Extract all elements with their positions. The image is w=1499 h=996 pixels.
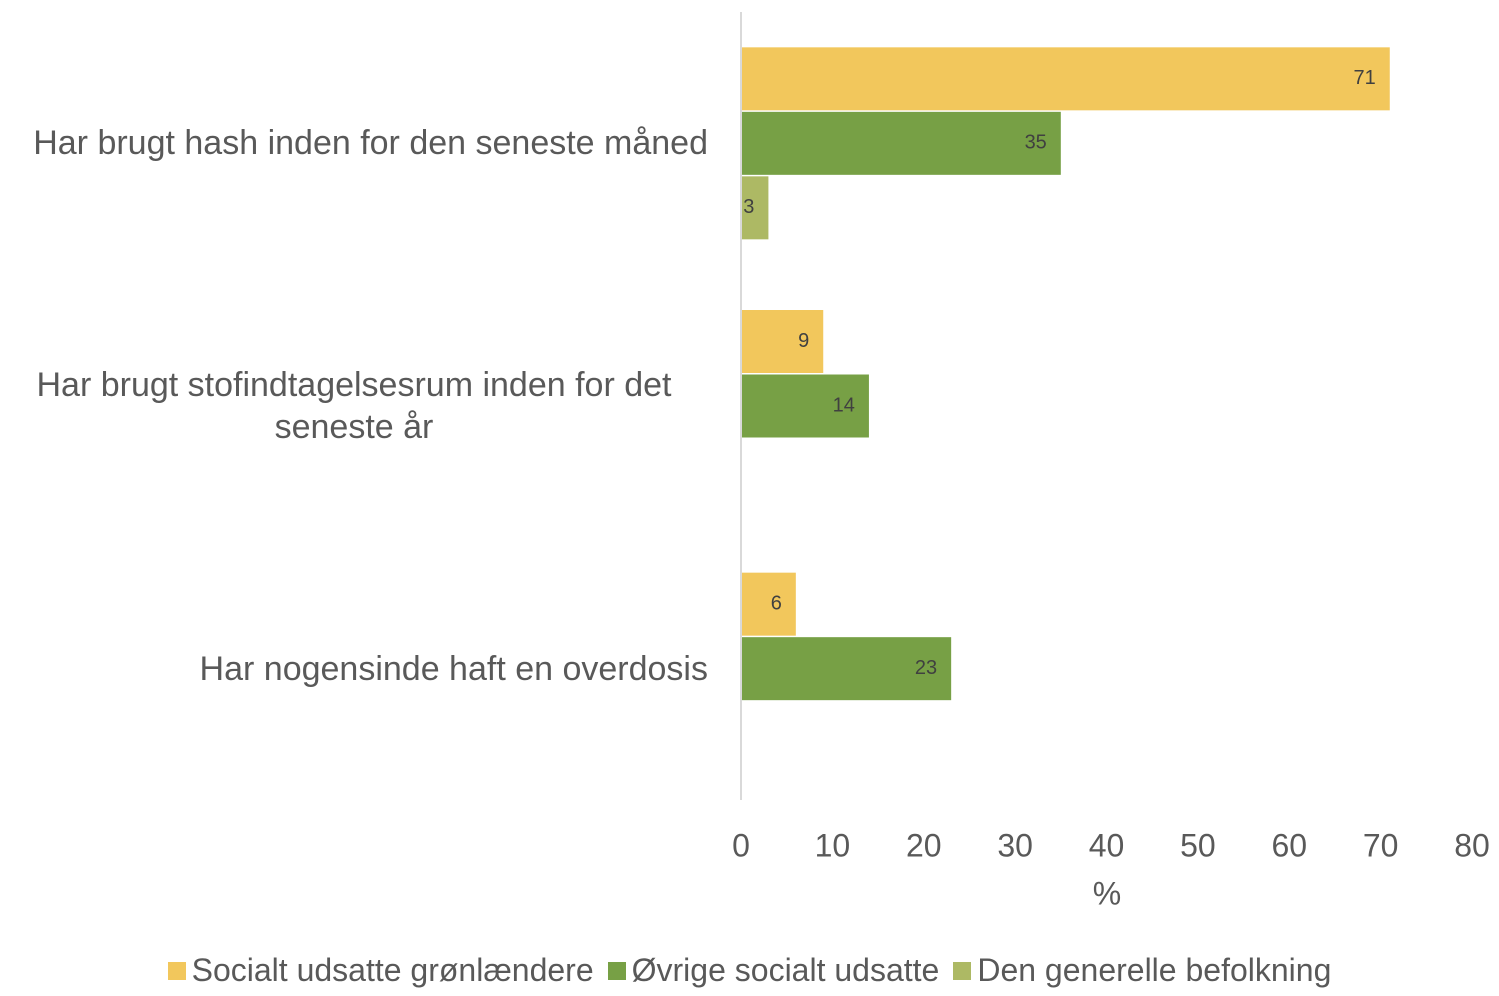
legend-swatch (607, 961, 626, 980)
data-label: 23 (915, 657, 937, 679)
x-tick-label: 10 (815, 827, 851, 863)
bar (741, 310, 824, 373)
data-label: 3 (743, 196, 754, 218)
bar (741, 176, 769, 240)
legend-item: Den generelle befolkning (953, 952, 1331, 989)
category-label: Har nogensinde haft en overdosis (0, 648, 708, 690)
category-label-text: Har brugt stofindtagelsesrum inden for d… (36, 366, 672, 446)
x-tick-label: 60 (1271, 827, 1307, 863)
data-label: 6 (771, 592, 782, 614)
x-tick-label: 30 (997, 827, 1033, 863)
x-tick-label: 40 (1089, 827, 1125, 863)
x-tick-label: 20 (906, 827, 942, 863)
category-label: Har brugt stofindtagelsesrum inden for d… (0, 364, 708, 448)
bar (741, 111, 1061, 175)
bar (741, 572, 796, 636)
bar (741, 637, 952, 701)
legend-item: Øvrige socialt udsatte (607, 952, 940, 989)
legend-item: Socialt udsatte grønlændere (167, 952, 594, 989)
bar (741, 47, 1390, 111)
x-tick-label: 80 (1454, 827, 1490, 863)
x-axis-label: % (1093, 875, 1121, 911)
data-label: 71 (1354, 67, 1376, 89)
data-label: 14 (833, 394, 855, 416)
data-label: 35 (1025, 132, 1047, 154)
legend-label: Øvrige socialt udsatte (631, 952, 940, 988)
legend-label: Socialt udsatte grønlændere (191, 952, 594, 988)
bar (741, 374, 869, 438)
category-label-text: Har brugt hash inden for den seneste mån… (33, 124, 708, 163)
legend-swatch (953, 961, 972, 980)
x-tick-label: 0 (732, 827, 750, 863)
x-tick-label: 50 (1180, 827, 1216, 863)
legend-label: Den generelle befolkning (977, 952, 1332, 988)
legend-swatch (167, 961, 186, 980)
x-tick-label: 70 (1363, 827, 1399, 863)
data-label: 9 (798, 330, 809, 352)
legend: Socialt udsatte grønlændere Øvrige social… (0, 952, 1499, 989)
category-label: Har brugt hash inden for den seneste mån… (0, 122, 708, 164)
category-label-text: Har nogensinde haft en overdosis (199, 649, 708, 688)
